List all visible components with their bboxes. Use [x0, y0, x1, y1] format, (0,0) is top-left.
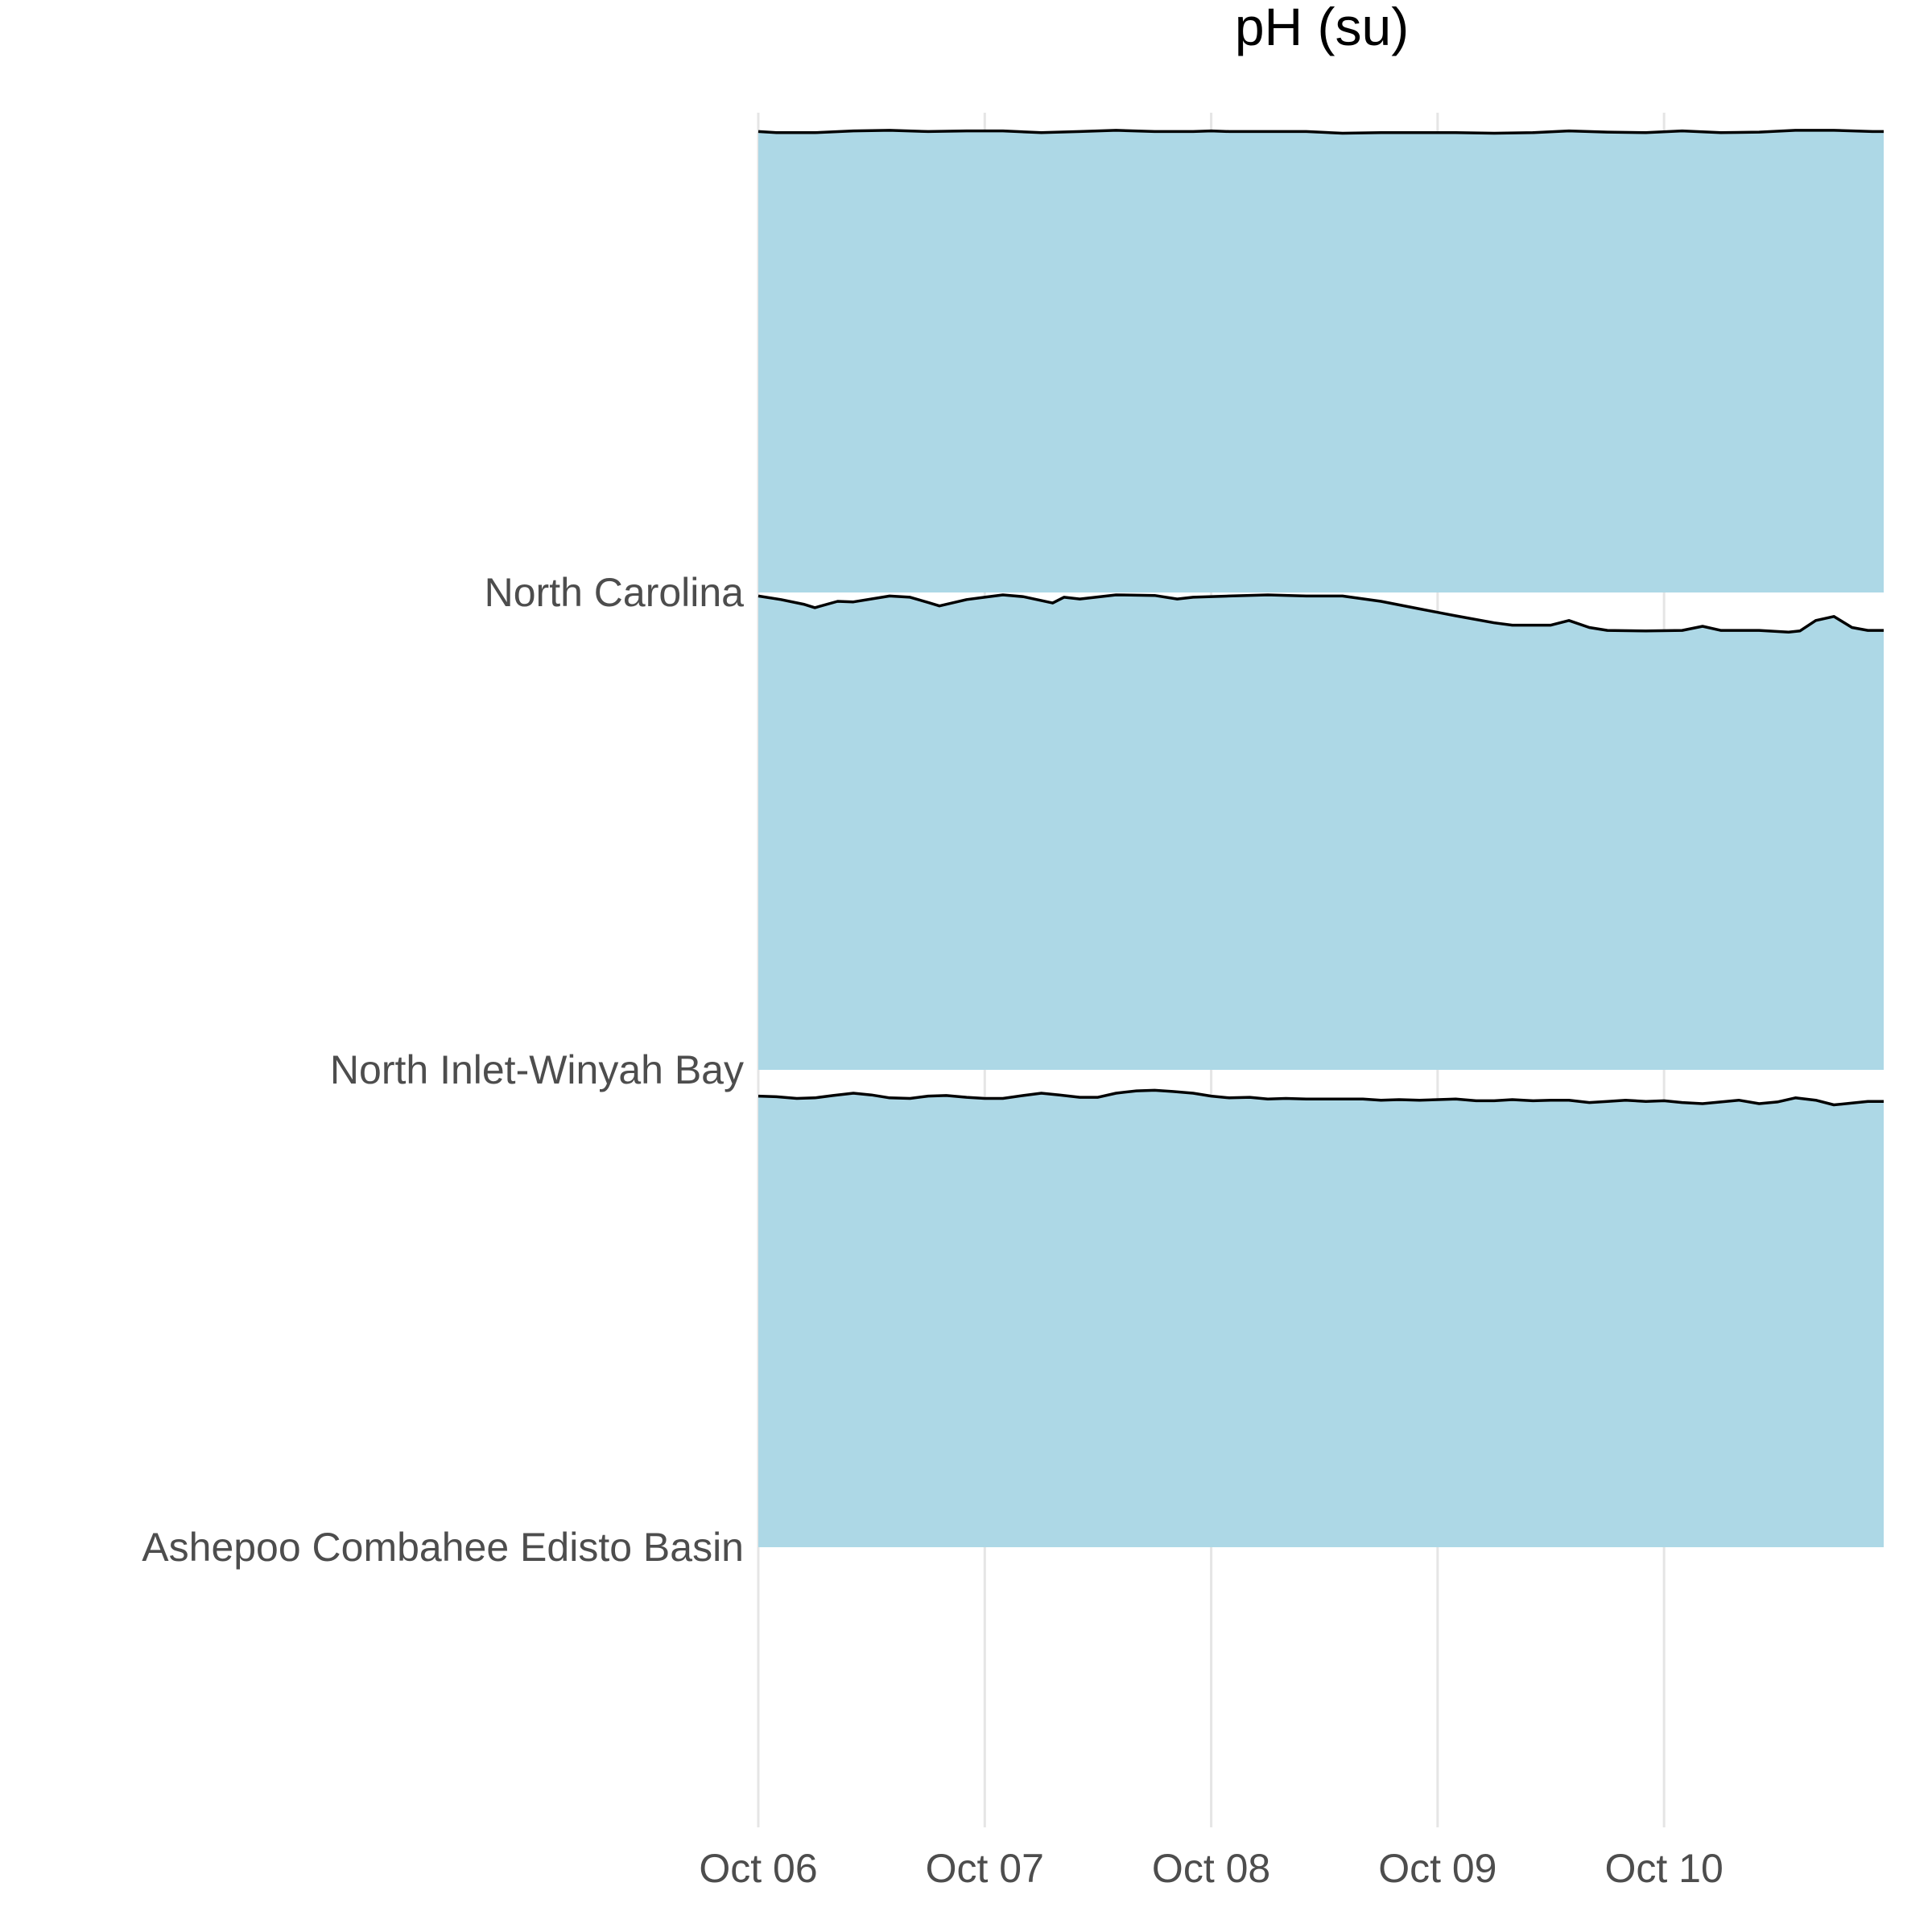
chart-title: pH (su) [1235, 0, 1409, 56]
ridge-line [758, 1088, 1884, 1107]
y-category-label: North Carolina [485, 570, 745, 615]
ridge-line [758, 593, 1884, 634]
x-tick-label: Oct 09 [1378, 1846, 1496, 1891]
ridge-area [758, 595, 1884, 1070]
ridge-area [758, 1090, 1884, 1547]
y-category-label: North Inlet-Winyah Bay [330, 1047, 744, 1092]
x-tick-label: Oct 06 [699, 1846, 817, 1891]
ridge-line [758, 129, 1884, 135]
x-tick-labels: Oct 06 Oct 07 Oct 08 Oct 09 Oct 10 [699, 1846, 1723, 1891]
ridge-area [758, 130, 1884, 592]
y-category-label: Ashepoo Combahee Edisto Basin [142, 1525, 744, 1570]
x-tick-label: Oct 08 [1152, 1846, 1270, 1891]
x-tick-label: Oct 07 [926, 1846, 1044, 1891]
ridges [758, 129, 1884, 1547]
x-tick-label: Oct 10 [1605, 1846, 1724, 1891]
y-category-labels: North Carolina North Inlet-Winyah Bay Ashe… [142, 570, 744, 1570]
